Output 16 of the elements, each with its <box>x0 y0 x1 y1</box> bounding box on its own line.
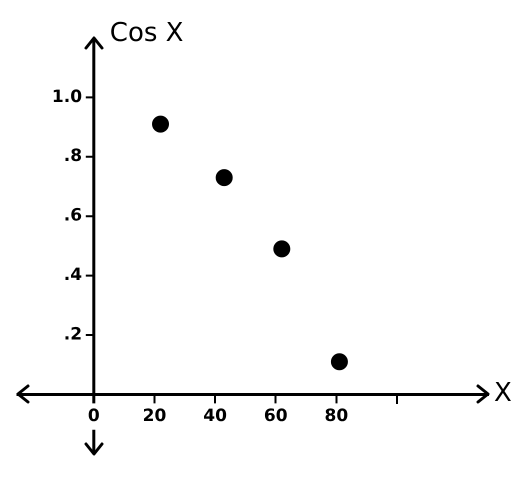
x-axis-title: X <box>494 378 512 408</box>
x-tick-label: 80 <box>324 406 348 426</box>
point <box>273 240 290 258</box>
y-tick-label: 1.0 <box>52 86 82 107</box>
y-tick-label: .2 <box>64 324 82 344</box>
point <box>152 116 170 133</box>
y-tick-label: .4 <box>64 265 82 286</box>
point <box>216 169 233 186</box>
y-tick-label: .8 <box>64 146 82 166</box>
y-axis-title: Cos X <box>110 18 184 48</box>
x-tick-label: 40 <box>203 406 228 426</box>
x-tick-label: 60 <box>264 406 288 426</box>
point <box>330 353 348 370</box>
x-tick-label: 0 <box>88 406 100 426</box>
x-tick-label: 20 <box>142 406 166 426</box>
y-tick-label: .6 <box>64 206 82 226</box>
